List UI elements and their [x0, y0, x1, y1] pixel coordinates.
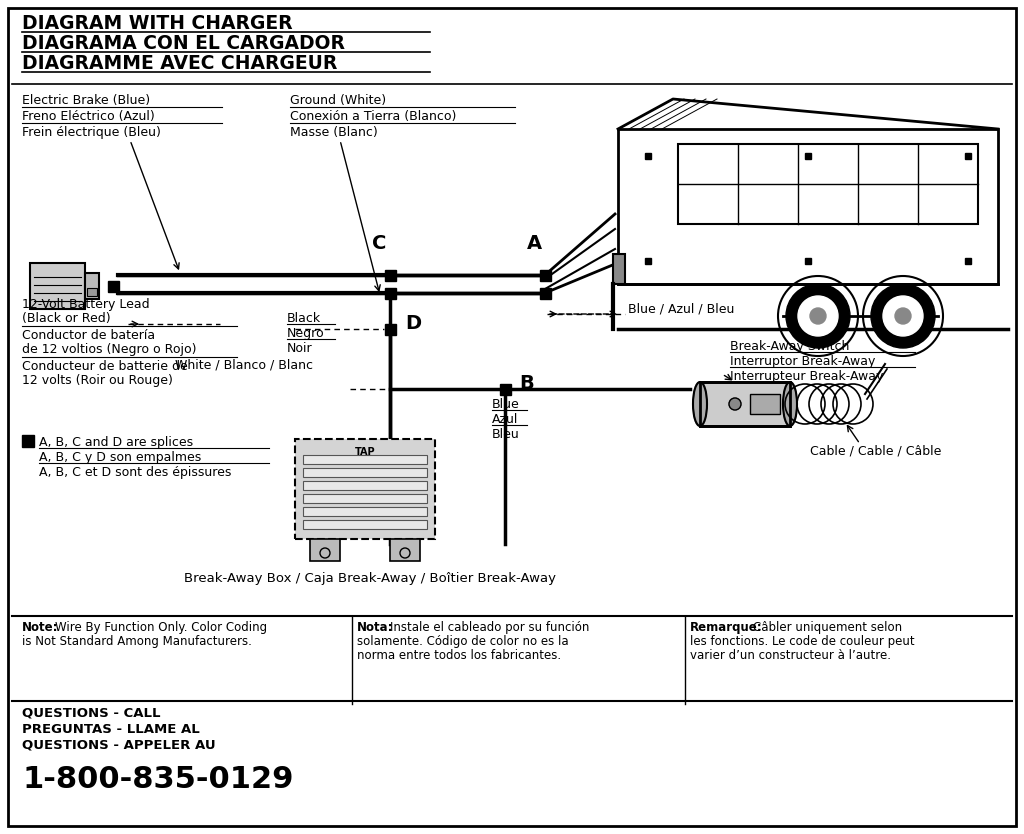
Bar [384, 288, 395, 299]
Text: les fonctions. Le code de couleur peut: les fonctions. Le code de couleur peut [690, 635, 914, 648]
Bar [303, 507, 427, 516]
Text: Note:: Note: [22, 621, 58, 634]
Bar [540, 288, 551, 299]
Text: Black: Black [287, 312, 322, 325]
Text: Freno Eléctrico (Azul): Freno Eléctrico (Azul) [22, 110, 155, 123]
Text: Electric Brake (Blue): Electric Brake (Blue) [22, 94, 151, 107]
Circle shape [895, 308, 911, 324]
Bar [303, 494, 427, 503]
Text: Nota:: Nota: [357, 621, 393, 634]
Text: Bleu: Bleu [492, 428, 520, 441]
Text: White / Blanco / Blanc: White / Blanco / Blanc [175, 358, 313, 371]
Text: Wire By Function Only. Color Coding: Wire By Function Only. Color Coding [55, 621, 267, 634]
Circle shape [871, 284, 935, 348]
Bar [613, 254, 625, 284]
Text: A, B, C and D are splices: A, B, C and D are splices [39, 436, 194, 449]
Text: Blue / Azul / Bleu: Blue / Azul / Bleu [628, 303, 734, 315]
Text: A, B, C y D son empalmes: A, B, C y D son empalmes [39, 451, 202, 464]
Text: 12-Volt Battery Lead: 12-Volt Battery Lead [22, 298, 150, 311]
Text: QUESTIONS - CALL: QUESTIONS - CALL [22, 707, 161, 720]
Bar [303, 455, 427, 464]
Ellipse shape [783, 382, 797, 426]
Text: Conexión a Tierra (Blanco): Conexión a Tierra (Blanco) [290, 110, 457, 123]
Text: TAP: TAP [354, 447, 376, 457]
Bar [805, 153, 811, 159]
Text: DIAGRAMA CON EL CARGADOR: DIAGRAMA CON EL CARGADOR [22, 34, 345, 53]
Text: Interruptor Break-Away: Interruptor Break-Away [730, 355, 876, 368]
Text: Instale el cableado por su función: Instale el cableado por su función [390, 621, 590, 634]
Bar [310, 539, 340, 561]
Bar [965, 258, 971, 264]
Text: DIAGRAMME AVEC CHARGEUR: DIAGRAMME AVEC CHARGEUR [22, 54, 337, 73]
Bar [303, 520, 427, 529]
Bar [965, 153, 971, 159]
Bar [87, 288, 97, 296]
Bar [108, 280, 119, 292]
Text: Conducteur de batterie de: Conducteur de batterie de [22, 360, 187, 373]
Circle shape [729, 398, 741, 410]
Text: Cable / Cable / Câble: Cable / Cable / Câble [810, 444, 941, 457]
Text: Ground (White): Ground (White) [290, 94, 386, 107]
Text: D: D [406, 314, 421, 333]
Text: Negro: Negro [287, 327, 325, 340]
Bar [303, 468, 427, 477]
Text: Frein électrique (Bleu): Frein électrique (Bleu) [22, 126, 161, 139]
Ellipse shape [693, 382, 707, 426]
Text: Conductor de batería: Conductor de batería [22, 329, 155, 342]
Circle shape [798, 296, 838, 336]
Text: Azul: Azul [492, 413, 518, 426]
Text: (Black or Red): (Black or Red) [22, 312, 111, 325]
Text: de 12 voltios (Negro o Rojo): de 12 voltios (Negro o Rojo) [22, 343, 197, 356]
Text: A: A [527, 234, 542, 253]
Bar [645, 258, 651, 264]
Bar [700, 382, 790, 426]
Text: DIAGRAM WITH CHARGER: DIAGRAM WITH CHARGER [22, 14, 293, 33]
Text: C: C [372, 234, 386, 253]
Text: QUESTIONS - APPELER AU: QUESTIONS - APPELER AU [22, 739, 216, 752]
Bar [22, 435, 34, 447]
Bar [500, 384, 511, 394]
Text: Interrupteur Break-Away: Interrupteur Break-Away [730, 370, 884, 383]
Text: varier d’un constructeur à l’autre.: varier d’un constructeur à l’autre. [690, 649, 891, 662]
Text: Masse (Blanc): Masse (Blanc) [290, 126, 378, 139]
Text: Câbler uniquement selon: Câbler uniquement selon [753, 621, 902, 634]
Bar [30, 263, 85, 309]
Bar [618, 129, 998, 284]
Text: solamente. Código de color no es la: solamente. Código de color no es la [357, 635, 568, 648]
Text: Remarque:: Remarque: [690, 621, 763, 634]
Bar [645, 153, 651, 159]
Bar [85, 273, 99, 299]
Text: Break-Away Box / Caja Break-Away / Boîtier Break-Away: Break-Away Box / Caja Break-Away / Boîti… [184, 572, 556, 585]
Bar [390, 539, 420, 561]
Text: 12 volts (Roir ou Rouge): 12 volts (Roir ou Rouge) [22, 374, 173, 387]
Text: A, B, C et D sont des épissures: A, B, C et D sont des épissures [39, 466, 231, 479]
Text: norma entre todos los fabricantes.: norma entre todos los fabricantes. [357, 649, 561, 662]
Bar [700, 382, 790, 426]
Text: Break-Away Switch: Break-Away Switch [730, 340, 849, 353]
Text: 1-800-835-0129: 1-800-835-0129 [22, 765, 294, 794]
Bar [540, 269, 551, 280]
Bar [750, 394, 780, 414]
Bar [678, 144, 978, 224]
Circle shape [786, 284, 850, 348]
Text: B: B [519, 374, 534, 393]
Bar [303, 481, 427, 490]
Text: is Not Standard Among Manufacturers.: is Not Standard Among Manufacturers. [22, 635, 252, 648]
Bar [384, 269, 395, 280]
Circle shape [883, 296, 923, 336]
Bar [295, 439, 435, 539]
Text: Blue: Blue [492, 398, 520, 411]
Bar [384, 324, 395, 334]
Bar [805, 258, 811, 264]
Text: Noir: Noir [287, 342, 312, 355]
Circle shape [810, 308, 826, 324]
Text: PREGUNTAS - LLAME AL: PREGUNTAS - LLAME AL [22, 723, 200, 736]
